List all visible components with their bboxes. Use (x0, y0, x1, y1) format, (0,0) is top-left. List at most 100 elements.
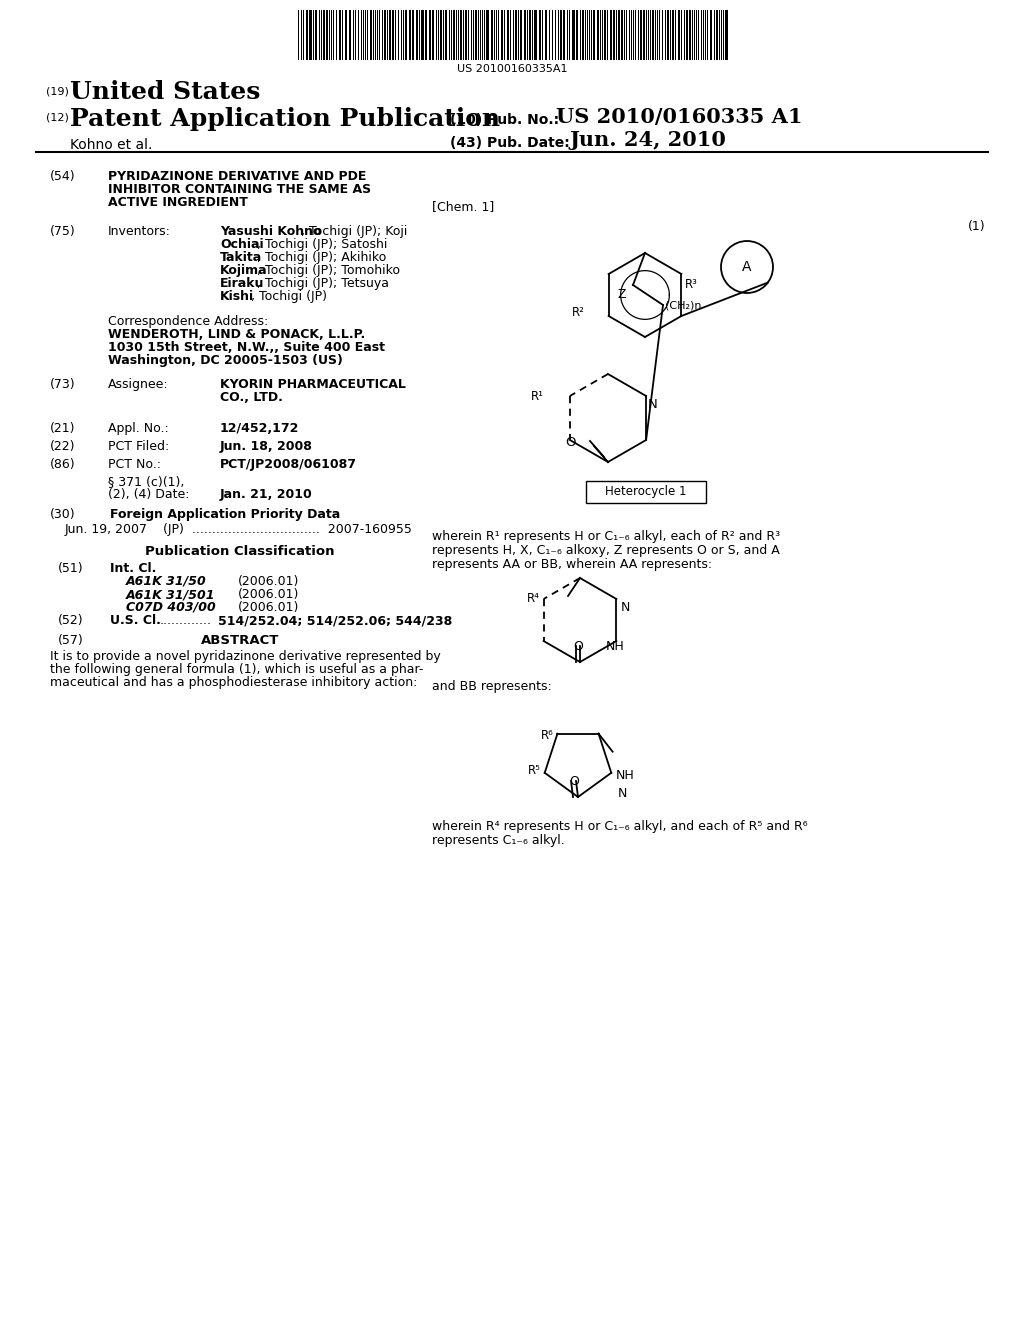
Text: N: N (617, 787, 627, 800)
Text: represents C₁₋₆ alkyl.: represents C₁₋₆ alkyl. (432, 834, 565, 847)
Bar (339, 11, 341, 59)
Text: NH: NH (615, 768, 634, 781)
Text: PCT No.:: PCT No.: (108, 458, 161, 471)
Bar (678, 11, 680, 59)
Text: C07D 403/00: C07D 403/00 (126, 601, 216, 614)
Bar (604, 11, 606, 59)
Text: 12/452,172: 12/452,172 (220, 422, 299, 436)
FancyBboxPatch shape (586, 480, 706, 503)
Text: Appl. No.:: Appl. No.: (108, 422, 169, 436)
Text: US 20100160335A1: US 20100160335A1 (457, 63, 567, 74)
Bar (520, 11, 522, 59)
Text: Jun. 18, 2008: Jun. 18, 2008 (220, 440, 313, 453)
Text: , Tochigi (JP); Akihiko: , Tochigi (JP); Akihiko (257, 251, 386, 264)
Text: WENDEROTH, LIND & PONACK, L.L.P.: WENDEROTH, LIND & PONACK, L.L.P. (108, 327, 366, 341)
Text: (22): (22) (50, 440, 76, 453)
Text: (43) Pub. Date:: (43) Pub. Date: (450, 136, 569, 150)
Text: (2006.01): (2006.01) (238, 587, 299, 601)
Bar (406, 11, 407, 59)
Text: KYORIN PHARMACEUTICAL: KYORIN PHARMACEUTICAL (220, 378, 406, 391)
Text: R¹: R¹ (530, 389, 544, 403)
Bar (593, 11, 595, 59)
Text: Heterocycle 1: Heterocycle 1 (605, 486, 687, 499)
Bar (309, 11, 312, 59)
Text: , Tochigi (JP): , Tochigi (JP) (251, 290, 327, 304)
Text: (52): (52) (58, 614, 84, 627)
Text: A61K 31/50: A61K 31/50 (126, 576, 207, 587)
Text: (57): (57) (58, 634, 84, 647)
Bar (445, 11, 447, 59)
Text: Patent Application Publication: Patent Application Publication (70, 107, 500, 131)
Text: United States: United States (70, 81, 260, 104)
Text: Takita: Takita (220, 251, 262, 264)
Bar (515, 11, 517, 59)
Bar (618, 11, 620, 59)
Bar (326, 11, 328, 59)
Text: the following general formula (1), which is useful as a phar-: the following general formula (1), which… (50, 663, 423, 676)
Text: ACTIVE INGREDIENT: ACTIVE INGREDIENT (108, 195, 248, 209)
Bar (323, 11, 325, 59)
Bar (429, 11, 431, 59)
Text: INHIBITOR CONTAINING THE SAME AS: INHIBITOR CONTAINING THE SAME AS (108, 183, 371, 195)
Text: R³: R³ (685, 279, 698, 290)
Text: (1): (1) (968, 220, 986, 234)
Text: Kojima: Kojima (220, 264, 267, 277)
Text: (73): (73) (50, 378, 76, 391)
Text: Inventors:: Inventors: (108, 224, 171, 238)
Bar (475, 11, 477, 59)
Text: O: O (569, 775, 579, 788)
Bar (501, 11, 503, 59)
Text: Int. Cl.: Int. Cl. (110, 562, 157, 576)
Bar (486, 11, 489, 59)
Bar (610, 11, 612, 59)
Bar (416, 11, 418, 59)
Text: Jun. 24, 2010: Jun. 24, 2010 (570, 129, 727, 150)
Bar (597, 11, 599, 59)
Text: N: N (648, 399, 657, 411)
Bar (640, 11, 642, 59)
Text: (CH₂)n: (CH₂)n (665, 300, 701, 310)
Text: .............: ............. (160, 614, 212, 627)
Text: Kohno et al.: Kohno et al. (70, 139, 153, 152)
Bar (453, 11, 455, 59)
Text: Washington, DC 20005-1503 (US): Washington, DC 20005-1503 (US) (108, 354, 343, 367)
Text: Foreign Application Priority Data: Foreign Application Priority Data (110, 508, 340, 521)
Bar (507, 11, 509, 59)
Text: O: O (565, 436, 575, 449)
Text: Publication Classification: Publication Classification (145, 545, 335, 558)
Text: 514/252.04; 514/252.06; 544/238: 514/252.04; 514/252.06; 544/238 (218, 614, 453, 627)
Text: R⁵: R⁵ (527, 764, 541, 777)
Text: Jun. 19, 2007    (JP)  ................................  2007-160955: Jun. 19, 2007 (JP) .....................… (65, 523, 413, 536)
Text: Yasushi Kohno: Yasushi Kohno (220, 224, 322, 238)
Bar (710, 11, 712, 59)
Bar (686, 11, 688, 59)
Text: , Tochigi (JP); Tetsuya: , Tochigi (JP); Tetsuya (257, 277, 389, 290)
Text: PCT Filed:: PCT Filed: (108, 440, 169, 453)
Text: PCT/JP2008/061087: PCT/JP2008/061087 (220, 458, 357, 471)
Bar (534, 11, 537, 59)
Bar (689, 11, 691, 59)
Text: A61K 31/501: A61K 31/501 (126, 587, 215, 601)
Bar (621, 11, 623, 59)
Text: (30): (30) (50, 508, 76, 521)
Text: N: N (621, 601, 630, 614)
Text: Eiraku: Eiraku (220, 277, 264, 290)
Bar (560, 11, 562, 59)
Bar (667, 11, 669, 59)
Bar (572, 11, 575, 59)
Text: R⁶: R⁶ (541, 729, 553, 742)
Text: O: O (573, 640, 583, 653)
Bar (643, 11, 645, 59)
Text: (51): (51) (58, 562, 84, 576)
Bar (613, 11, 615, 59)
Bar (425, 11, 427, 59)
Text: Kishi: Kishi (220, 290, 254, 304)
Text: ABSTRACT: ABSTRACT (201, 634, 280, 647)
Bar (384, 11, 386, 59)
Text: Correspondence Address:: Correspondence Address: (108, 315, 268, 327)
Bar (725, 11, 728, 59)
Text: R⁴: R⁴ (526, 593, 540, 606)
Bar (545, 11, 547, 59)
Bar (582, 11, 584, 59)
Bar (392, 11, 394, 59)
